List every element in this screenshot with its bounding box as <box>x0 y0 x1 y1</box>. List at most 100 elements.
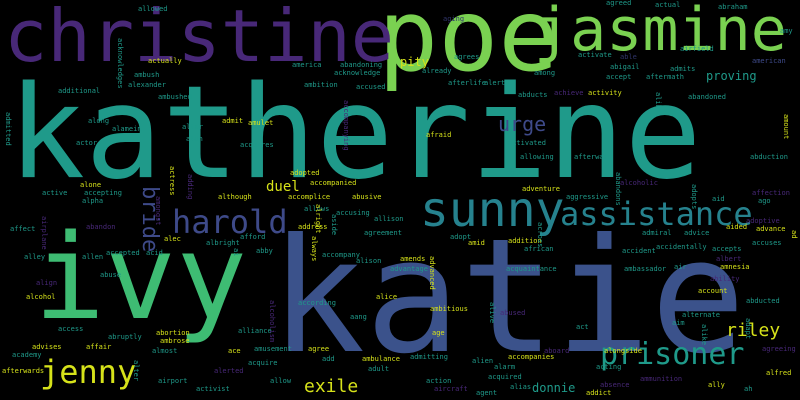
word: allowing <box>520 153 554 161</box>
word-exile: exile <box>304 376 359 397</box>
word: allow <box>270 377 292 385</box>
word: abortion <box>156 329 190 337</box>
word: alley <box>24 253 46 261</box>
word: accept <box>606 73 632 81</box>
word: abused <box>500 309 526 317</box>
word: academy <box>12 351 42 359</box>
word: accuses <box>752 239 782 247</box>
word: advance <box>756 225 786 233</box>
word: alexander <box>128 81 166 89</box>
word: alex <box>342 137 359 145</box>
word-jasmine: jasmine <box>534 0 787 65</box>
word: aggressive <box>566 193 609 201</box>
word: acknowledges <box>116 38 124 89</box>
word: affection <box>752 189 790 197</box>
word: abby <box>256 247 273 255</box>
word: already <box>422 67 452 75</box>
word: age <box>432 329 445 337</box>
word: actress <box>168 166 176 196</box>
word: alamein <box>112 125 142 133</box>
word: activist <box>196 385 230 393</box>
word: abducted <box>746 297 780 305</box>
word: alfred <box>766 369 792 377</box>
word: aftermath <box>646 73 684 81</box>
word: abandon <box>86 223 116 231</box>
word: accidentally <box>656 243 707 251</box>
word: ago <box>758 197 771 205</box>
word: amulet <box>248 119 274 127</box>
word: agent <box>476 389 498 397</box>
word: ace <box>228 347 241 355</box>
word: abduction <box>750 153 788 161</box>
word: albright <box>206 239 240 247</box>
word: alert <box>484 79 506 87</box>
word: afterward <box>574 153 612 161</box>
word: almost <box>152 347 178 355</box>
word: accompanying <box>342 100 350 151</box>
word: alan <box>186 135 203 143</box>
word: accompany <box>322 251 360 259</box>
word: addition <box>508 237 542 245</box>
word: advantage <box>390 265 428 273</box>
word-urge: urge <box>498 112 547 136</box>
word: acquired <box>488 373 522 381</box>
word: afterwards <box>2 367 45 375</box>
word: account <box>698 287 728 295</box>
word: adult <box>368 365 390 373</box>
word: amusement <box>254 345 292 353</box>
word: additional <box>58 87 101 95</box>
word: among <box>534 69 556 77</box>
word: accepted <box>106 249 140 257</box>
word: ah <box>744 385 753 393</box>
word: aided <box>726 223 748 231</box>
word: acting <box>596 363 622 371</box>
word-sunny: sunny <box>420 182 565 238</box>
word: alice <box>376 293 398 301</box>
word: admits <box>670 65 696 73</box>
word: abandoned <box>688 93 726 101</box>
word: abandoning <box>340 61 383 69</box>
word: allowed <box>138 5 168 13</box>
word: adding <box>186 174 194 200</box>
word: ad <box>790 230 798 239</box>
word: amongst <box>154 196 162 226</box>
word: affair <box>86 343 112 351</box>
word: activate <box>578 51 612 59</box>
word: afraid <box>426 131 452 139</box>
word-christine: christine <box>4 0 395 78</box>
word: airfield <box>680 45 714 53</box>
word: ambassador <box>624 265 667 273</box>
word-assistance: assistance <box>560 195 753 233</box>
word: ally <box>708 381 725 389</box>
word: addict <box>586 389 612 397</box>
word: accompanied <box>310 179 357 187</box>
word: alliance <box>238 327 272 335</box>
word: abuse <box>100 271 122 279</box>
word-harold: harold <box>172 203 288 241</box>
word: actually <box>148 57 182 65</box>
word: although <box>218 193 252 201</box>
word: amnesia <box>720 263 750 271</box>
word-bride: bride <box>137 186 162 253</box>
word: alerted <box>214 367 244 375</box>
word: alternate <box>682 311 720 319</box>
word: accepting <box>84 189 122 197</box>
word: adoptive <box>746 217 780 225</box>
word: african <box>524 245 554 253</box>
word: affect <box>10 225 36 233</box>
word: ambition <box>304 81 338 89</box>
word: align <box>36 279 58 287</box>
word: address <box>298 223 328 231</box>
word: ambitious <box>430 305 468 313</box>
word: advice <box>684 229 710 237</box>
word: adapt <box>744 318 752 340</box>
word: acid <box>146 249 163 257</box>
word: alpha <box>82 197 104 205</box>
word-jenny: jenny <box>40 353 137 391</box>
word: alone <box>80 181 102 189</box>
word: ability <box>710 275 740 283</box>
word: along <box>88 117 110 125</box>
word: abigail <box>610 63 640 71</box>
word: agree <box>308 345 330 353</box>
word: abruptly <box>108 333 142 341</box>
